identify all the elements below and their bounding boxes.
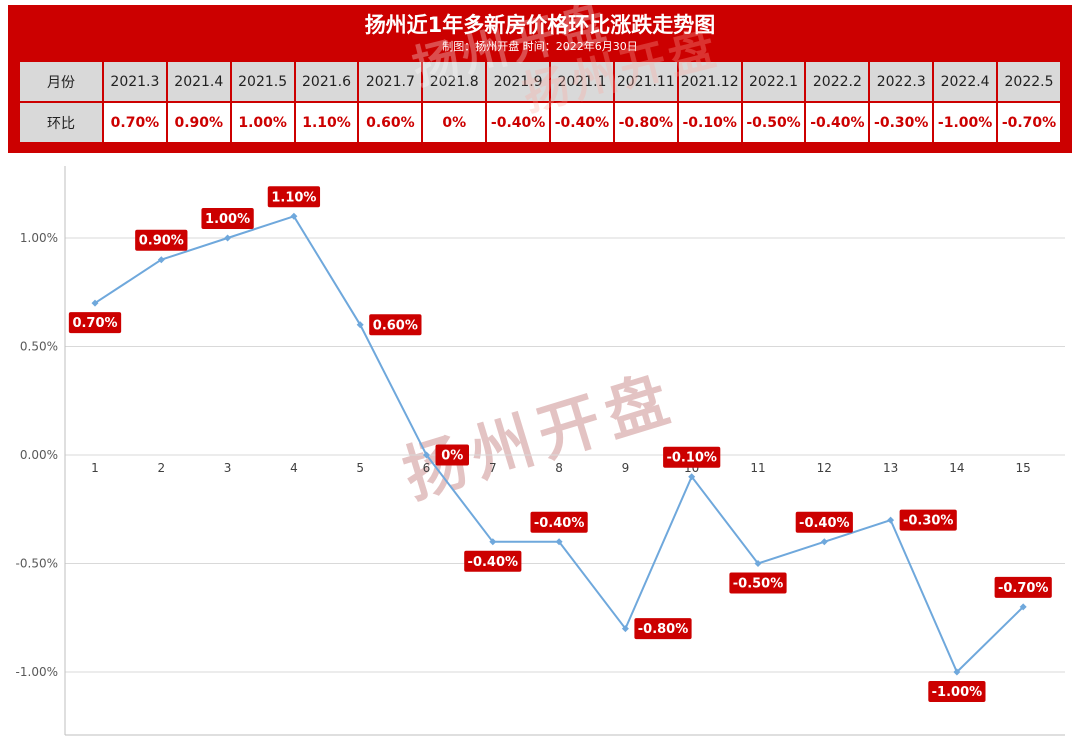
value-cell: 0.70% <box>102 101 168 144</box>
svg-text:0.60%: 0.60% <box>373 318 418 333</box>
svg-text:5: 5 <box>356 461 364 475</box>
data-label: -0.40% <box>795 511 853 533</box>
data-label: 1.10% <box>267 186 321 208</box>
data-label: -0.50% <box>729 572 787 594</box>
svg-text:13: 13 <box>883 461 898 475</box>
month-cell: 2021.1 <box>549 60 615 103</box>
header-band: 扬州近1年多新房价格环比涨跌走势图 制图：扬州开盘 时间：2022年6月30日 … <box>8 0 1072 153</box>
axis-lines <box>64 166 1065 736</box>
value-cell: -1.00% <box>932 101 999 144</box>
svg-text:0.50%: 0.50% <box>20 340 58 354</box>
svg-text:-0.30%: -0.30% <box>903 514 954 529</box>
month-cell: 2022.5 <box>996 60 1062 103</box>
month-cell: 2022.1 <box>740 60 807 103</box>
page-title: 扬州近1年多新房价格环比涨跌走势图 <box>364 13 716 37</box>
data-label: -1.00% <box>928 681 986 702</box>
month-cell: 2022.2 <box>804 60 871 103</box>
data-label: -0.40% <box>530 511 588 533</box>
month-cell: 2021.7 <box>357 60 424 103</box>
month-cell: 2021.12 <box>676 60 743 103</box>
data-label: 0.90% <box>135 229 188 251</box>
value-cell: -0.50% <box>740 101 807 144</box>
svg-text:1.10%: 1.10% <box>271 190 316 205</box>
data-label: 0.70% <box>68 312 122 334</box>
value-cell: 0.60% <box>357 101 424 144</box>
svg-text:-0.50%: -0.50% <box>733 577 784 592</box>
data-label: -0.10% <box>663 446 721 468</box>
svg-text:7: 7 <box>489 461 497 475</box>
svg-text:0.70%: 0.70% <box>72 316 117 331</box>
month-cell: 2021.8 <box>421 60 488 103</box>
svg-text:-1.00%: -1.00% <box>932 685 983 700</box>
month-cell: 2021.5 <box>229 60 296 103</box>
svg-text:9: 9 <box>622 461 630 475</box>
data-label: -0.80% <box>634 618 692 640</box>
data-label: 0% <box>435 444 469 466</box>
values-row: 环比 0.70% 0.90% 1.00% 1.10% 0.60% 0% -0.40% -0.4… <box>18 101 1062 144</box>
trend-line <box>94 215 1024 674</box>
data-label: 1.00% <box>201 208 254 229</box>
svg-text:-0.40%: -0.40% <box>468 555 519 570</box>
svg-text:-0.70%: -0.70% <box>998 581 1049 596</box>
svg-text:-0.50%: -0.50% <box>16 557 58 571</box>
svg-text:-1.00%: -1.00% <box>16 665 58 679</box>
svg-text:8: 8 <box>555 461 563 475</box>
value-cell: -0.40% <box>804 101 871 144</box>
svg-text:-0.10%: -0.10% <box>666 451 717 466</box>
svg-text:-0.80%: -0.80% <box>638 622 689 637</box>
month-cell: 2021.9 <box>485 60 552 103</box>
value-cell: 0% <box>421 101 488 144</box>
svg-text:0.90%: 0.90% <box>139 234 184 249</box>
data-points <box>91 212 1027 676</box>
page-subtitle: 制图：扬州开盘 时间：2022年6月30日 <box>442 40 638 53</box>
svg-text:11: 11 <box>750 461 765 475</box>
grid-lines <box>65 237 1065 673</box>
months-row-header: 月份 <box>18 60 104 103</box>
svg-text:14: 14 <box>949 461 964 475</box>
value-cell: 1.00% <box>229 101 296 144</box>
svg-text:-0.40%: -0.40% <box>799 516 850 531</box>
data-table: 月份 2021.3 2021.4 2021.5 2021.6 2021.7 2021.8 2… <box>18 60 1062 144</box>
data-label: -0.40% <box>464 550 522 572</box>
svg-text:4: 4 <box>290 461 298 475</box>
svg-text:2: 2 <box>157 461 165 475</box>
value-cell: -0.70% <box>996 101 1062 144</box>
data-label: -0.30% <box>899 509 957 531</box>
svg-text:1.00%: 1.00% <box>20 231 58 245</box>
data-labels: 0.70% 0.90% 1.00% 1.10% 0.60% 0% -0.40% -0.40% -… <box>68 186 1052 702</box>
month-cell: 2021.6 <box>293 60 360 103</box>
month-cell: 2022.3 <box>868 60 935 103</box>
month-cell: 2022.4 <box>932 60 999 103</box>
data-label: 0.60% <box>369 314 422 336</box>
y-axis-labels: 1.00% 0.50% 0.00% -0.50% -1.00% <box>16 231 58 679</box>
months-row: 月份 2021.3 2021.4 2021.5 2021.6 2021.7 2021.8 2… <box>18 60 1062 103</box>
value-cell: -0.80% <box>612 101 679 144</box>
line-chart: 1.00%0.50%0.00%-0.50%-1.00%1 2 3 4 5 6 7 8 9 10 11… <box>16 166 1065 736</box>
svg-text:0%: 0% <box>441 449 463 464</box>
values-row-header: 环比 <box>18 101 104 144</box>
value-cell: -0.40% <box>549 101 615 144</box>
value-cell: -0.40% <box>485 101 552 144</box>
data-label: -0.70% <box>994 576 1052 598</box>
month-cell: 2021.3 <box>102 60 168 103</box>
value-cell: -0.30% <box>868 101 935 144</box>
svg-text:-0.40%: -0.40% <box>534 516 585 531</box>
value-cell: 0.90% <box>165 101 232 144</box>
month-cell: 2021.4 <box>165 60 232 103</box>
svg-text:15: 15 <box>1016 461 1031 475</box>
svg-text:1: 1 <box>91 461 99 475</box>
svg-text:12: 12 <box>817 461 832 475</box>
svg-text:1.00%: 1.00% <box>205 212 250 227</box>
value-cell: -0.10% <box>676 101 743 144</box>
svg-text:0.00%: 0.00% <box>20 448 58 462</box>
svg-text:3: 3 <box>224 461 232 475</box>
month-cell: 2021.11 <box>612 60 679 103</box>
value-cell: 1.10% <box>293 101 360 144</box>
svg-text:6: 6 <box>423 461 431 475</box>
x-axis-labels: 1 2 3 4 5 6 7 8 9 10 11 12 13 14 15 <box>91 461 1031 475</box>
chart-area: 扬州开盘 1.00% 0.50% 0.00% -0.50% -1.00% 1 2 3 4 5 6 7 8… <box>0 158 1080 741</box>
